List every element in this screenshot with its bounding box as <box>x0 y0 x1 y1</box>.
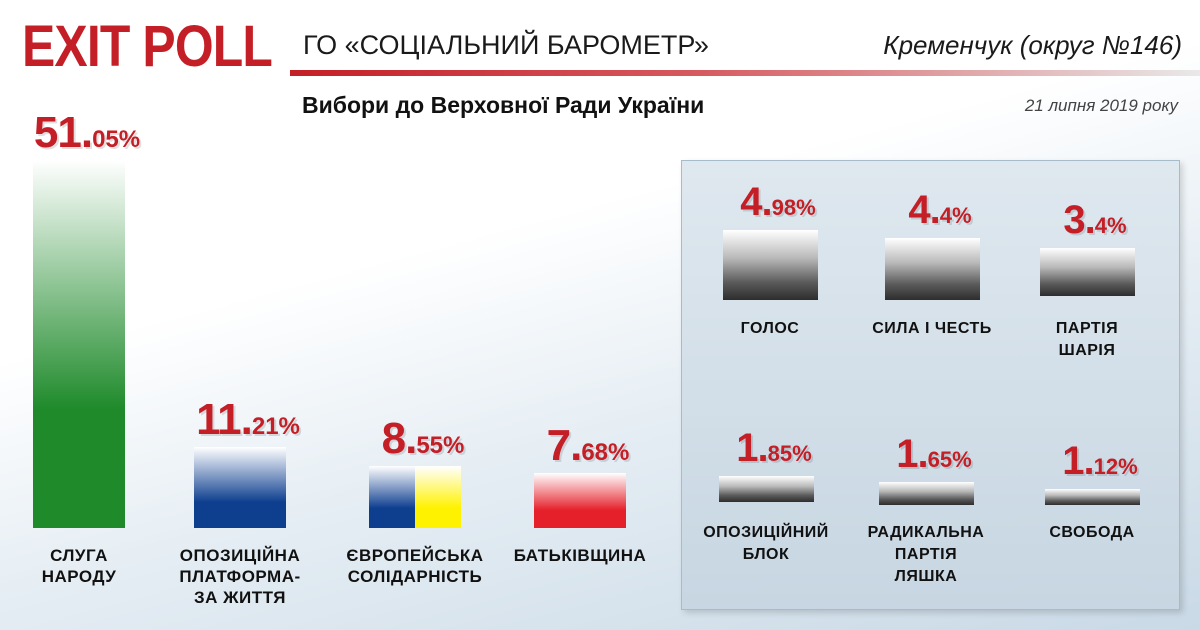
location: Кременчук (округ №146) <box>883 30 1182 60</box>
bar <box>194 447 286 528</box>
value-label: 11.21% <box>196 395 300 445</box>
bar <box>33 160 125 528</box>
category-label: ОПОЗИЦІЙНА ПЛАТФОРМА- ЗА ЖИТТЯ <box>179 546 301 607</box>
value-decimal: 85% <box>767 441 812 467</box>
value-decimal: 55% <box>416 432 465 460</box>
category-label: БАТЬКІВЩИНА <box>513 546 647 565</box>
bar <box>369 466 461 528</box>
value-integer: 4. <box>908 188 940 233</box>
value-decimal: 05% <box>92 126 141 153</box>
value-label: 7.68% <box>547 421 630 471</box>
bar-segment <box>415 466 461 528</box>
value-decimal: 65% <box>927 446 972 472</box>
value-label: 51.05% <box>34 108 140 158</box>
value-decimal: 21% <box>251 413 300 441</box>
value-integer: 1. <box>896 431 928 476</box>
poll-date: 21 липня 2019 року <box>1024 96 1178 115</box>
value-integer: 7. <box>546 420 583 470</box>
value-label: 1.85% <box>736 426 811 471</box>
category-label: РАДИКАЛЬНА ПАРТІЯ ЛЯШКА <box>867 524 985 585</box>
value-integer: 1. <box>1062 439 1094 484</box>
value-integer: 8. <box>381 414 418 464</box>
category-label: ОПОЗИЦІЙНИЙ БЛОК <box>703 524 829 563</box>
bar <box>534 472 626 528</box>
category-label: СИЛА І ЧЕСТЬ <box>872 320 992 337</box>
bar <box>1044 489 1140 505</box>
category-label: ЄВРОПЕЙСЬКА СОЛІДАРНІСТЬ <box>346 546 484 586</box>
value-decimal: 98% <box>771 195 816 221</box>
chart-subtitle: Вибори до Верховної Ради України <box>302 92 705 118</box>
value-decimal: 12% <box>1093 454 1138 480</box>
value-label: 4.4% <box>908 188 971 233</box>
bar <box>878 481 974 505</box>
value-integer: 3. <box>1063 198 1095 243</box>
category-label: СЛУГА НАРОДУ <box>41 546 117 586</box>
value-label: 4.98% <box>740 180 815 225</box>
value-decimal: 68% <box>581 438 630 466</box>
header-divider <box>290 70 1200 76</box>
value-decimal: 4% <box>939 203 972 229</box>
value-label: 8.55% <box>382 414 465 464</box>
bar <box>1039 248 1135 296</box>
value-integer: 11. <box>196 395 253 445</box>
bar <box>722 230 818 300</box>
brand-title: EXIT POLL <box>22 14 273 79</box>
value-decimal: 4% <box>1094 213 1127 239</box>
category-label: СВОБОДА <box>1049 524 1135 541</box>
bar <box>884 238 980 300</box>
category-label: ГОЛОС <box>740 320 800 337</box>
bar <box>718 476 814 502</box>
bar-segment <box>369 466 415 528</box>
category-label: ПАРТІЯ ШАРІЯ <box>1055 320 1119 359</box>
value-label: 1.12% <box>1062 439 1137 484</box>
org-name: ГО «СОЦІАЛЬНИЙ БАРОМЕТР» <box>303 30 709 60</box>
value-integer: 51. <box>33 108 93 157</box>
value-label: 1.65% <box>896 432 971 477</box>
value-integer: 1. <box>736 426 768 471</box>
value-label: 3.4% <box>1063 198 1126 243</box>
value-integer: 4. <box>740 180 772 225</box>
